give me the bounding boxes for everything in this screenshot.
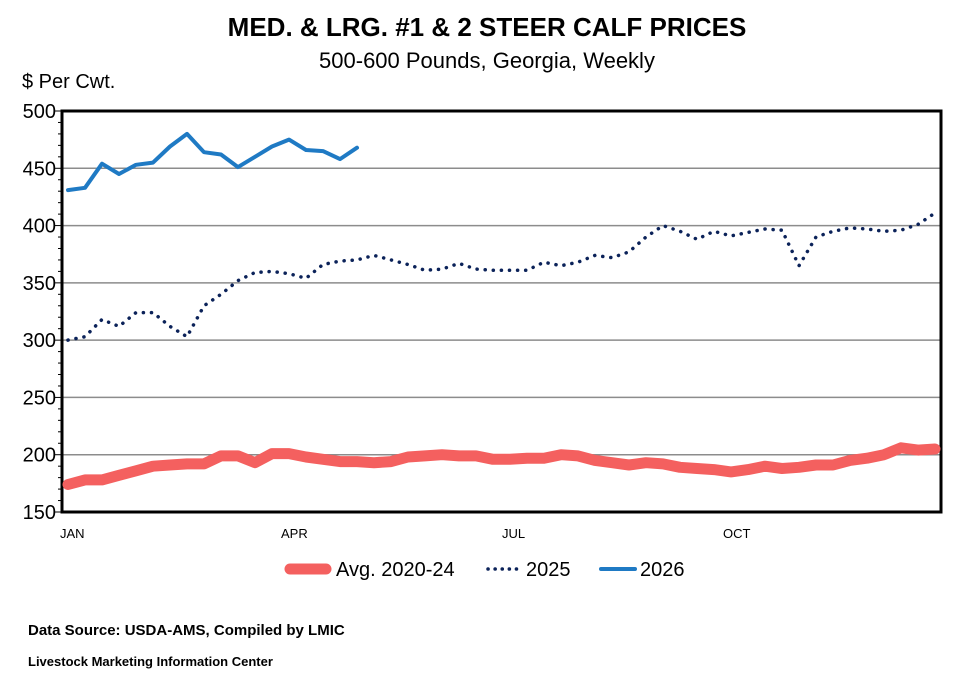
plot-frame — [60, 109, 943, 514]
chart-subtitle: 500-600 Pounds, Georgia, Weekly — [319, 48, 655, 73]
y-axis-label: $ Per Cwt. — [22, 71, 115, 93]
x-tick-label-oct: OCT — [723, 526, 751, 541]
y-tick-label-300: 300 — [23, 330, 56, 352]
data-source-note: Data Source: USDA-AMS, Compiled by LMIC — [28, 622, 345, 639]
organization-name: Livestock Marketing Information Center — [28, 654, 273, 669]
y-tick-label-250: 250 — [23, 387, 56, 409]
y-tick-label-400: 400 — [23, 216, 56, 238]
y-tick-labels: 150 200 250 300 350 400 450 500 — [23, 101, 56, 524]
x-tick-label-jan: JAN — [60, 526, 85, 541]
legend: Avg. 2020-24 2025 2026 — [284, 559, 685, 581]
grid-layer — [62, 167, 941, 456]
series-line-2026 — [66, 131, 359, 193]
x-tick-label-apr: APR — [281, 526, 308, 541]
series-line-avg-2020-24 — [62, 442, 941, 490]
x-tick-labels: JAN APR JUL OCT — [60, 526, 751, 541]
series-line-2025 — [66, 211, 937, 342]
y-tick-label-450: 450 — [23, 158, 56, 180]
y-minor-ticks — [55, 110, 62, 513]
legend-label-2: 2026 — [640, 559, 685, 581]
y-tick-label-350: 350 — [23, 273, 56, 295]
y-tick-label-200: 200 — [23, 445, 56, 467]
series-layer — [62, 131, 941, 490]
y-tick-label-150: 150 — [23, 502, 56, 524]
legend-label-0: Avg. 2020-24 — [336, 559, 455, 581]
chart-title: MED. & LRG. #1 & 2 STEER CALF PRICES — [228, 12, 747, 42]
x-tick-label-jul: JUL — [502, 526, 525, 541]
legend-label-1: 2025 — [526, 559, 571, 581]
y-tick-label-500: 500 — [23, 101, 56, 123]
